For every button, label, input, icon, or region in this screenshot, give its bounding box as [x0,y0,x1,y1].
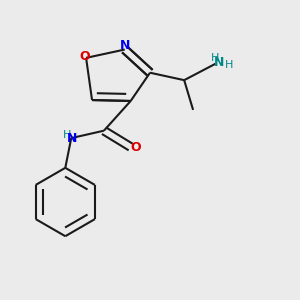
Text: O: O [131,140,141,154]
Text: N: N [120,40,130,52]
Text: H: H [225,60,233,70]
Text: H: H [63,130,71,140]
Text: O: O [79,50,90,63]
Text: H: H [211,53,220,63]
Text: N: N [67,132,77,145]
Text: N: N [214,56,224,69]
